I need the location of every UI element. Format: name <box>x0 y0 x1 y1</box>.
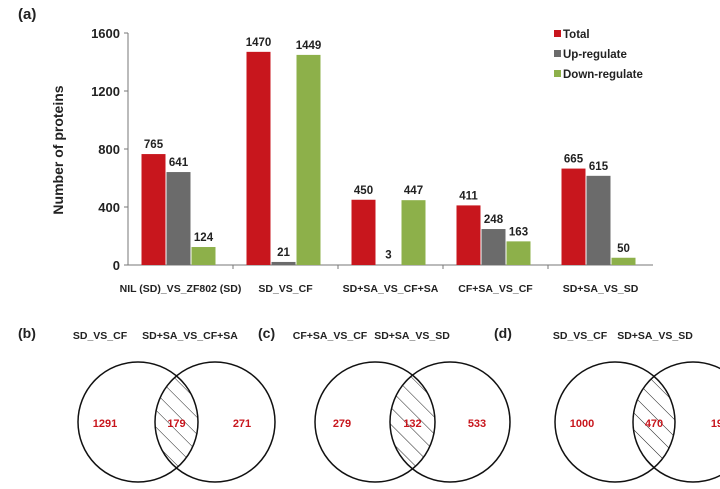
bar-value-label: 615 <box>589 161 609 173</box>
bar <box>246 51 271 265</box>
bar <box>166 172 191 265</box>
panel-label: (b) <box>18 325 36 341</box>
bar-value-label: 124 <box>194 232 214 244</box>
legend-entry: Total <box>563 29 590 41</box>
bar <box>611 257 636 265</box>
bar-value-label: 450 <box>354 185 373 197</box>
y-tick-label: 0 <box>113 258 120 273</box>
venn-intersection <box>390 362 435 482</box>
bar-value-label: 641 <box>169 157 189 169</box>
bar-value-label: 21 <box>277 247 290 259</box>
venn-diagrams: (b) SD_VS_CF SD+SA_VS_CF+SA 1291 179 271 (c) CF… <box>18 325 720 483</box>
bar <box>586 175 611 265</box>
venn-set-label: CF+SA_VS_CF <box>293 330 368 342</box>
venn-only-right-value: 195 <box>711 418 720 430</box>
venn-c: (c) CF+SA_VS_CF SD+SA_VS_SD 279 132 533 <box>258 325 511 483</box>
venn-set-label: SD+SA_VS_SD <box>374 330 450 342</box>
venn-circle <box>154 361 276 483</box>
bar <box>561 168 586 265</box>
bar <box>376 264 401 266</box>
venn-d: (d) SD_VS_CF SD+SA_VS_SD 1000 470 195 <box>494 325 720 483</box>
x-tick-label: CF+SA_VS_CF <box>458 283 533 295</box>
bar <box>191 247 216 265</box>
legend-swatch <box>554 70 561 77</box>
bar <box>296 54 321 265</box>
venn-circle <box>554 361 676 483</box>
bar-value-label: 665 <box>564 154 584 166</box>
bar <box>141 154 166 265</box>
bar-value-label: 3 <box>385 250 391 262</box>
venn-intersection <box>633 362 675 482</box>
bar-value-label: 248 <box>484 214 504 226</box>
bar <box>351 199 376 265</box>
venn-only-left-value: 279 <box>333 418 351 430</box>
bar <box>271 261 296 265</box>
y-tick-label: 1200 <box>91 84 120 99</box>
bar-value-label: 50 <box>617 243 630 255</box>
y-tick-label: 1600 <box>91 26 120 41</box>
panel-label: (d) <box>494 325 512 341</box>
venn-set-label: SD_VS_CF <box>553 330 608 342</box>
venn-only-right-value: 533 <box>468 418 486 430</box>
y-tick-label: 400 <box>98 200 120 215</box>
bar-value-label: 1449 <box>296 40 322 52</box>
y-tick-label: 800 <box>98 142 120 157</box>
bar <box>506 241 531 265</box>
venn-only-right-value: 271 <box>233 418 251 430</box>
venn-intersection-value: 132 <box>403 418 421 430</box>
bar-value-label: 447 <box>404 185 423 197</box>
bar-value-label: 411 <box>459 190 478 202</box>
bar <box>481 229 506 265</box>
x-tick-label: SD+SA_VS_SD <box>563 283 639 295</box>
bar-value-label: 765 <box>144 139 164 151</box>
venn-b: (b) SD_VS_CF SD+SA_VS_CF+SA 1291 179 271 <box>18 325 276 483</box>
y-axis-label: Number of proteins <box>50 85 66 214</box>
venn-circle <box>632 361 720 483</box>
panel-label-a: (a) <box>18 6 36 23</box>
bar-chart: 0 400 800 1200 1600 NIL (SD)_VS_ZF802 (SD) 765… <box>91 26 653 295</box>
venn-set-label: SD_VS_CF <box>73 330 128 342</box>
legend-swatch <box>554 30 561 37</box>
venn-intersection-value: 179 <box>167 418 185 430</box>
venn-intersection <box>155 362 198 482</box>
x-tick-label: SD_VS_CF <box>258 283 313 295</box>
bar <box>456 205 481 265</box>
bar-value-label: 1470 <box>246 37 272 49</box>
venn-circle <box>314 361 436 483</box>
venn-intersection-value: 470 <box>645 418 663 430</box>
venn-set-label: SD+SA_VS_CF+SA <box>142 330 238 342</box>
legend-swatch <box>554 50 561 57</box>
venn-circle <box>77 361 199 483</box>
venn-circle <box>389 361 511 483</box>
bar-value-label: 163 <box>509 226 528 238</box>
legend-entry: Down-regulate <box>563 69 643 81</box>
x-tick-label: NIL (SD)_VS_ZF802 (SD) <box>120 283 242 295</box>
legend-entry: Up-regulate <box>563 49 627 61</box>
venn-set-label: SD+SA_VS_SD <box>617 330 693 342</box>
x-tick-label: SD+SA_VS_CF+SA <box>343 283 439 295</box>
panel-label: (c) <box>258 325 275 341</box>
venn-only-left-value: 1291 <box>93 418 117 430</box>
legend: Total Up-regulate Down-regulate <box>554 29 643 81</box>
venn-only-left-value: 1000 <box>570 418 594 430</box>
bar <box>401 200 426 265</box>
